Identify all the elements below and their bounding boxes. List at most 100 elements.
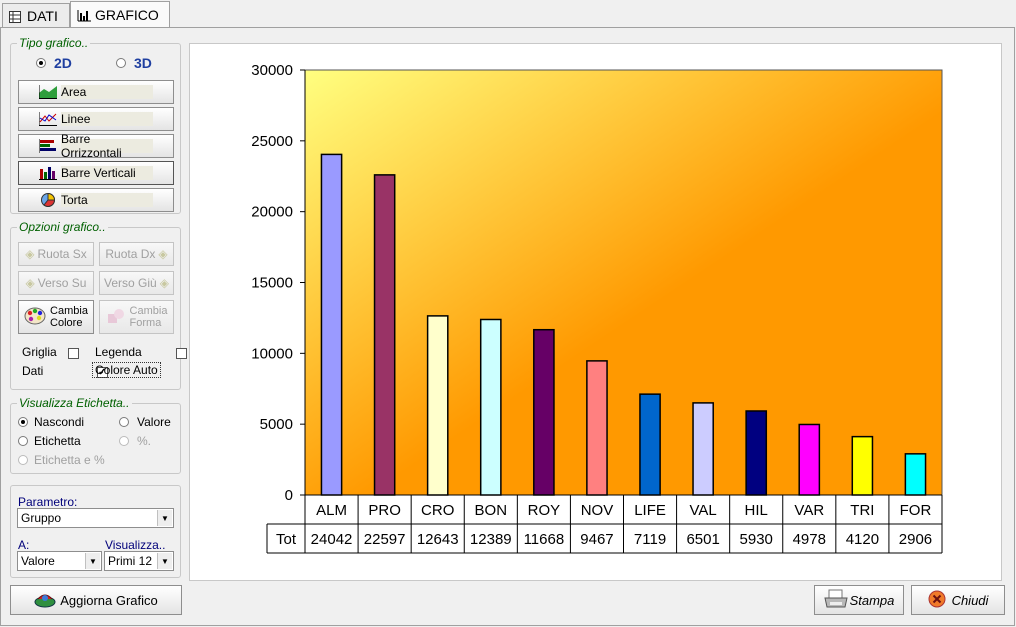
rotate-left-icon: ◈ (25, 247, 35, 261)
y-tick-label-1: 5000 (260, 416, 293, 433)
line-chart-button[interactable]: Linee (18, 107, 174, 131)
chart-panel: 0 5000 10000 15000 20000 25000 30000 Tot ALM 2404… (189, 43, 1002, 581)
bar-nov (586, 360, 608, 496)
change-color-label-1: Cambia (50, 305, 88, 317)
radio-label-and-percent[interactable]: Etichetta e % (18, 453, 105, 467)
tab-grafico-label: GRAFICO (95, 7, 159, 23)
data-label: Dati (22, 364, 44, 378)
bar-chart: 0 5000 10000 15000 20000 25000 30000 Tot ALM 2404… (251, 62, 943, 554)
rotate-left-button[interactable]: ◈ Ruota Sx (18, 242, 94, 266)
value-label-bon: 12389 (470, 531, 512, 548)
pie-chart-label: Torta (61, 193, 88, 207)
radio-percent[interactable]: %. (119, 434, 151, 448)
close-button[interactable]: Chiudi (911, 585, 1005, 615)
value-label-roy: 11668 (524, 531, 565, 548)
radio-value-circle[interactable] (119, 417, 129, 427)
radio-2d[interactable]: 2D (36, 55, 72, 71)
radio-label-circle[interactable] (18, 436, 28, 446)
horizontal-bars-button[interactable]: Barre Orrizzontali (18, 132, 174, 160)
radio-value-label: Valore (137, 415, 171, 429)
radio-2d-label: 2D (54, 55, 72, 71)
radio-hide-circle[interactable] (18, 417, 28, 427)
radio-value[interactable]: Valore (119, 415, 171, 429)
tab-grafico[interactable]: GRAFICO (70, 1, 170, 28)
rotate-right-label: Ruota Dx (105, 247, 156, 261)
legend-option[interactable]: Legenda (95, 345, 142, 359)
legend-checkbox[interactable] (176, 348, 188, 360)
pie-chart-button[interactable]: Torta (18, 188, 174, 212)
radio-label-label: Etichetta (34, 434, 81, 448)
radio-3d[interactable]: 3D (116, 55, 152, 71)
a-select[interactable]: Valore ▼ (17, 551, 102, 571)
refresh-chart-button[interactable]: Aggiorna Grafico (10, 585, 182, 615)
visualizza-value: Primi 12 (108, 554, 153, 568)
palette-icon (24, 307, 46, 328)
move-down-button[interactable]: Verso Giù ◈ (99, 271, 174, 295)
pie-chart-icon (39, 192, 57, 207)
bar-alm (320, 153, 343, 496)
change-shape-button[interactable]: Cambia Forma (99, 300, 174, 334)
close-label: Chiudi (951, 592, 989, 608)
move-up-label: Verso Su (37, 276, 87, 290)
bar-bon (479, 318, 502, 496)
chart-options-group: Opzioni grafico.. (10, 220, 181, 390)
category-label-for: FOR (900, 502, 932, 519)
chevron-down-icon[interactable]: ▼ (85, 553, 100, 569)
plot-area (304, 69, 943, 496)
move-up-button[interactable]: ◈ Verso Su (18, 271, 94, 295)
parametro-label: Parametro: (18, 495, 78, 509)
bar-roy (533, 328, 555, 496)
change-color-label-2: Colore (50, 317, 83, 329)
chevron-down-icon[interactable]: ▼ (157, 510, 172, 526)
print-button[interactable]: Stampa (814, 585, 904, 615)
radio-2d-circle[interactable] (36, 58, 46, 68)
radio-3d-label: 3D (134, 55, 152, 71)
category-label-nov: NOV (581, 502, 614, 519)
value-label-pro: 22597 (364, 531, 406, 548)
visualizza-select[interactable]: Primi 12 ▼ (104, 551, 174, 571)
parametro-select[interactable]: Gruppo ▼ (17, 508, 174, 528)
value-label-alm: 24042 (311, 531, 353, 548)
bar-hil (745, 410, 768, 496)
visualizza-label: Visualizza.. (105, 538, 166, 552)
category-label-life: LIFE (634, 502, 666, 519)
category-label-hil: HIL (745, 502, 768, 519)
radio-hide[interactable]: Nascondi (18, 415, 84, 429)
value-label-tri: 4120 (846, 531, 879, 548)
radio-percent-circle[interactable] (119, 436, 129, 446)
rotate-right-button[interactable]: Ruota Dx ◈ (99, 242, 174, 266)
radio-3d-circle[interactable] (116, 58, 126, 68)
value-label-hil: 5930 (740, 531, 773, 548)
table-row-label: Tot (276, 531, 297, 548)
category-label-pro: PRO (368, 502, 401, 519)
data-option[interactable]: Dati (22, 364, 43, 378)
line-chart-icon (38, 112, 57, 126)
tab-dati[interactable]: DATI (2, 3, 70, 27)
bar-life (639, 393, 661, 496)
category-label-var: VAR (794, 502, 824, 519)
vertical-bars-button[interactable]: Barre Verticali (18, 161, 174, 185)
auto-color-option[interactable]: Colore Auto (92, 362, 161, 378)
a-label: A: (18, 538, 30, 552)
change-color-button[interactable]: Cambia Colore (18, 300, 94, 334)
radio-percent-label: %. (137, 434, 152, 448)
chevron-down-icon[interactable]: ▼ (157, 553, 172, 569)
bar-chart-icon (77, 9, 91, 22)
category-label-roy: ROY (528, 502, 561, 519)
a-value: Valore (21, 554, 55, 568)
tab-dati-label: DATI (27, 7, 58, 24)
table-icon (9, 10, 21, 23)
area-chart-button[interactable]: Area (18, 80, 174, 104)
bar-tri (851, 435, 874, 496)
radio-label[interactable]: Etichetta (18, 434, 81, 448)
value-label-for: 2906 (899, 531, 932, 548)
printer-icon (823, 589, 848, 612)
chart-type-group-title: Tipo grafico.. (17, 36, 91, 50)
grid-checkbox[interactable] (68, 348, 79, 360)
change-shape-label-1: Cambia (129, 305, 168, 317)
rotate-right-icon: ◈ (158, 247, 168, 261)
grid-option[interactable]: Griglia (22, 345, 57, 359)
vertical-bars-icon (39, 166, 57, 180)
radio-label-and-percent-circle[interactable] (18, 455, 28, 465)
refresh-chart-label: Aggiorna Grafico (60, 592, 158, 608)
